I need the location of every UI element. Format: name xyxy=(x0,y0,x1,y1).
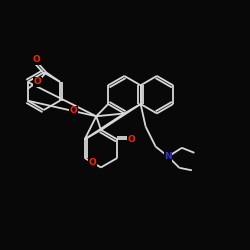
Text: O: O xyxy=(33,55,40,64)
Text: N: N xyxy=(164,152,172,161)
Text: O: O xyxy=(70,106,77,115)
Text: O: O xyxy=(128,135,135,144)
Text: O: O xyxy=(89,158,97,167)
Text: O: O xyxy=(34,78,41,86)
